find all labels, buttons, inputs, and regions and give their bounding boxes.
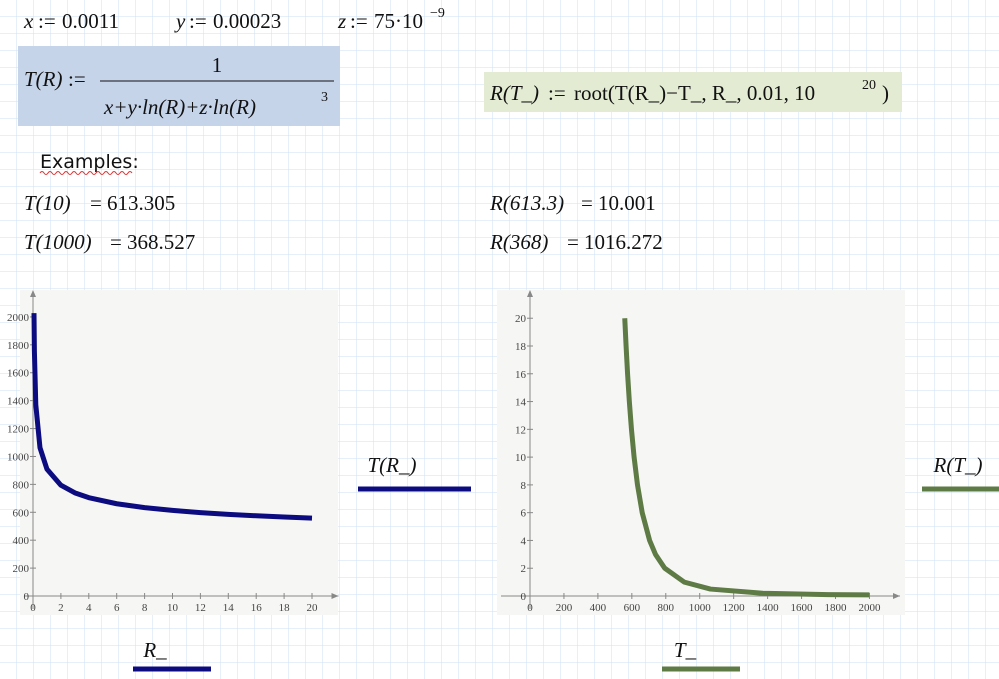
y-tick-label: 8 [521,480,527,492]
y-tick-label: 16 [515,369,527,381]
y-tick-label: 2000 [7,312,30,324]
x-tick-label: 6 [114,602,120,614]
x-tick-label: 8 [142,602,148,614]
y-tick-label: 1600 [7,368,30,380]
assign: := [68,67,86,91]
legend-label: R(T_) [933,453,983,477]
equals: = [567,230,579,254]
y-tick-label: 200 [13,563,30,575]
x-tick-label: 600 [624,602,641,614]
example-expr: T(10) [24,191,71,215]
region-highlight [18,46,340,126]
example-result: 10.001 [598,191,656,215]
y-tick-label: 20 [515,313,527,325]
plot-background [497,290,905,615]
x-tick-label: 1800 [825,602,848,614]
x-tick-label: 2000 [858,602,881,614]
plot-background [20,290,338,615]
func-lhs: T(R) [24,67,63,91]
y-tick-label: 1800 [7,340,30,352]
x-tick-label: 0 [30,602,36,614]
y-tick-label: 18 [515,341,527,353]
x-tick-label: 20 [306,602,318,614]
exponent: 3 [321,90,328,105]
value: 0.00023 [213,9,281,33]
x-tick-label: 0 [527,602,533,614]
example-expr: T(1000) [24,230,92,254]
x-tick-label: 1200 [723,602,746,614]
var: x [23,9,34,33]
denominator: x+y·ln(R)+z·ln(R) [103,95,256,119]
example-result: 1016.272 [584,230,663,254]
x-tick-label: 1600 [791,602,814,614]
example-result: 613.305 [107,191,175,215]
x-tick-label: 800 [658,602,675,614]
x-tick-label: 1400 [757,602,780,614]
x-tick-label: 14 [223,602,235,614]
x-tick-label: 2 [58,602,64,614]
func-rhs: root(T(R_)−T_, R_, 0.01, 10 [574,81,815,105]
x-tick-label: 18 [279,602,291,614]
equals: = [110,230,122,254]
x-tick-label: 10 [167,602,179,614]
y-tick-label: 14 [515,397,527,409]
y-tick-label: 12 [515,424,526,436]
x-tick-label: 4 [86,602,92,614]
value: 75·10 [374,9,423,33]
numerator: 1 [212,53,223,77]
y-tick-label: 6 [521,508,527,520]
y-tick-label: 0 [521,591,527,603]
paren: ) [882,81,889,105]
y-tick-label: 1200 [7,424,30,436]
data-line [31,313,313,521]
exponent: 20 [862,78,876,93]
spell-underline [39,171,133,175]
y-tick-label: 800 [13,479,30,491]
y-tick-label: 1000 [7,451,30,463]
x-tick-label: 400 [590,602,607,614]
y-tick-label: 1400 [7,396,30,408]
example-expr: R(368) [489,230,548,254]
x-axis-title: T_ [674,638,697,662]
y-tick-label: 4 [521,535,527,547]
func-lhs: R(T_) [489,81,539,105]
assign: := [350,9,368,33]
x-tick-label: 16 [251,602,263,614]
y-tick-label: 2 [521,563,527,575]
heading: Examples: [40,151,139,173]
example-result: 368.527 [127,230,195,254]
assign: := [189,9,207,33]
example-expr: R(613.3) [489,191,564,215]
x-axis-arrow [331,593,339,599]
var: z [337,9,346,33]
y-tick-label: 0 [24,591,30,603]
data-line [622,318,870,598]
value: 0.0011 [62,9,119,33]
x-tick-label: 1000 [689,602,712,614]
x-axis-title: R_ [142,638,167,662]
var: y [174,9,186,33]
exponent: −9 [430,6,445,21]
assign: := [548,81,566,105]
equals: = [90,191,102,215]
x-axis-arrow [893,593,900,599]
y-tick-label: 600 [13,507,30,519]
x-tick-label: 12 [195,602,206,614]
y-tick-label: 400 [13,535,30,547]
equals: = [581,191,593,215]
x-tick-label: 200 [556,602,573,614]
y-axis-arrow [527,290,533,297]
y-axis-arrow [30,290,36,297]
region-highlight [484,72,902,112]
legend-label: T(R_) [368,453,417,477]
y-tick-label: 10 [515,452,527,464]
assign: := [38,9,56,33]
